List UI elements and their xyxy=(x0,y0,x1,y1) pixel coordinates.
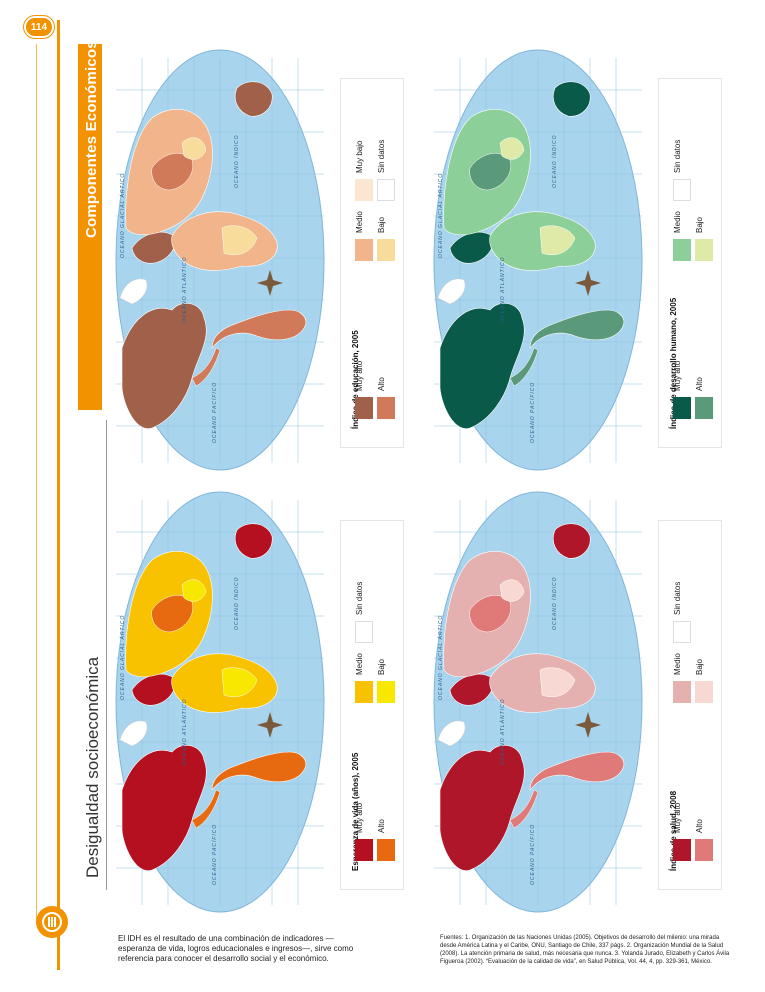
legend-swatch xyxy=(377,179,395,201)
ocean-label-pacifico: OCEANO PACÍFICO xyxy=(530,823,536,885)
ocean-label-indico: OCEANO ÍNDICO xyxy=(234,576,240,630)
legend-label: Bajo xyxy=(695,216,704,233)
ocean-label-pacifico: OCEANO PACÍFICO xyxy=(530,381,536,443)
legend-label: Muy alto xyxy=(355,802,364,833)
legend-swatch xyxy=(695,839,713,861)
world-map-salud xyxy=(433,491,643,913)
legend-swatch xyxy=(355,681,373,703)
legend-label: Sin datos xyxy=(673,139,682,173)
legend-swatch xyxy=(673,179,691,201)
map-legend-educacion: Índice de educación, 2005 Muy alto Alto Med… xyxy=(340,78,404,448)
ocean-label-glacial: OCEANO GLACIAL ÁRTICO xyxy=(120,614,126,700)
legend-swatch xyxy=(355,239,373,261)
title-rule xyxy=(106,420,107,890)
legend-label: Muy alto xyxy=(673,802,682,833)
legend-label: Medio xyxy=(355,653,364,675)
world-map-educacion xyxy=(115,49,325,471)
legend-swatch xyxy=(377,239,395,261)
legend-swatch xyxy=(355,621,373,643)
map-panel-educacion: OCEANO PACÍFICO OCEANO ATLÁNTICO OCEANO ÍN… xyxy=(112,48,422,473)
ocean-label-glacial: OCEANO GLACIAL ÁRTICO xyxy=(438,614,444,700)
legend-swatch xyxy=(355,839,373,861)
legend-swatch xyxy=(673,397,691,419)
legend-label: Bajo xyxy=(695,658,704,675)
legend-label: Medio xyxy=(673,211,682,233)
footer-note: El IDH es el resultado de una combinació… xyxy=(118,934,354,963)
map-panel-desarrollo: OCEANO PACÍFICO OCEANO ATLÁNTICO OCEANO ÍN… xyxy=(430,48,740,473)
page-title: Desigualdad socioeconómica xyxy=(83,656,102,878)
legend-label: Muy alto xyxy=(673,360,682,391)
map-legend-vida: Esperanza de vida (años), 2005 Muy alto Al… xyxy=(340,520,404,890)
legend-swatch xyxy=(695,397,713,419)
legend-label: Sin datos xyxy=(377,139,386,173)
legend-swatch xyxy=(355,179,373,201)
legend-label: Alto xyxy=(695,377,704,391)
ocean-label-indico: OCEANO ÍNDICO xyxy=(552,576,558,630)
legend-label: Sin datos xyxy=(673,581,682,615)
world-map-vida xyxy=(115,491,325,913)
ocean-label-pacifico: OCEANO PACÍFICO xyxy=(212,381,218,443)
legend-label: Medio xyxy=(673,653,682,675)
ocean-label-atlantico: OCEANO ATLÁNTICO xyxy=(500,698,506,765)
page-number: 114 xyxy=(24,16,54,38)
legend-label: Muy bajo xyxy=(355,140,364,173)
series-logo-icon xyxy=(36,906,68,938)
ocean-label-atlantico: OCEANO ATLÁNTICO xyxy=(182,256,188,323)
legend-swatch xyxy=(673,239,691,261)
ocean-label-glacial: OCEANO GLACIAL ÁRTICO xyxy=(120,172,126,258)
section-tab-label: Componentes Económicos xyxy=(83,40,100,238)
ocean-label-atlantico: OCEANO ATLÁNTICO xyxy=(182,698,188,765)
legend-label: Medio xyxy=(355,211,364,233)
legend-label: Alto xyxy=(695,819,704,833)
footer-sources: Fuentes: 1. Organización de las Naciones… xyxy=(440,935,730,965)
legend-label: Sin datos xyxy=(355,581,364,615)
map-panel-salud: OCEANO PACÍFICO OCEANO ATLÁNTICO OCEANO ÍN… xyxy=(430,490,740,915)
ocean-label-indico: OCEANO ÍNDICO xyxy=(552,134,558,188)
legend-label: Bajo xyxy=(377,658,386,675)
legend-swatch xyxy=(377,397,395,419)
section-tab xyxy=(78,44,102,410)
legend-swatch xyxy=(377,681,395,703)
map-panel-vida: OCEANO PACÍFICO OCEANO ATLÁNTICO OCEANO ÍN… xyxy=(112,490,422,915)
ocean-label-indico: OCEANO ÍNDICO xyxy=(234,134,240,188)
legend-swatch xyxy=(673,621,691,643)
legend-swatch xyxy=(695,681,713,703)
ocean-label-glacial: OCEANO GLACIAL ÁRTICO xyxy=(438,172,444,258)
margin-rule-thin xyxy=(36,44,37,924)
map-legend-salud: Índice de salud, 2008 Muy alto Alto Medio Ba… xyxy=(658,520,722,890)
legend-swatch xyxy=(695,239,713,261)
legend-label: Bajo xyxy=(377,216,386,233)
legend-label: Alto xyxy=(377,819,386,833)
legend-swatch xyxy=(355,397,373,419)
map-legend-desarrollo: Índice de desarrollo humano, 2005 Muy alt… xyxy=(658,78,722,448)
legend-label: Alto xyxy=(377,377,386,391)
ocean-label-atlantico: OCEANO ATLÁNTICO xyxy=(500,256,506,323)
world-map-desarrollo xyxy=(433,49,643,471)
legend-label: Muy alto xyxy=(355,360,364,391)
legend-swatch xyxy=(377,839,395,861)
margin-rule xyxy=(57,20,60,970)
legend-swatch xyxy=(673,839,691,861)
legend-swatch xyxy=(673,681,691,703)
ocean-label-pacifico: OCEANO PACÍFICO xyxy=(212,823,218,885)
